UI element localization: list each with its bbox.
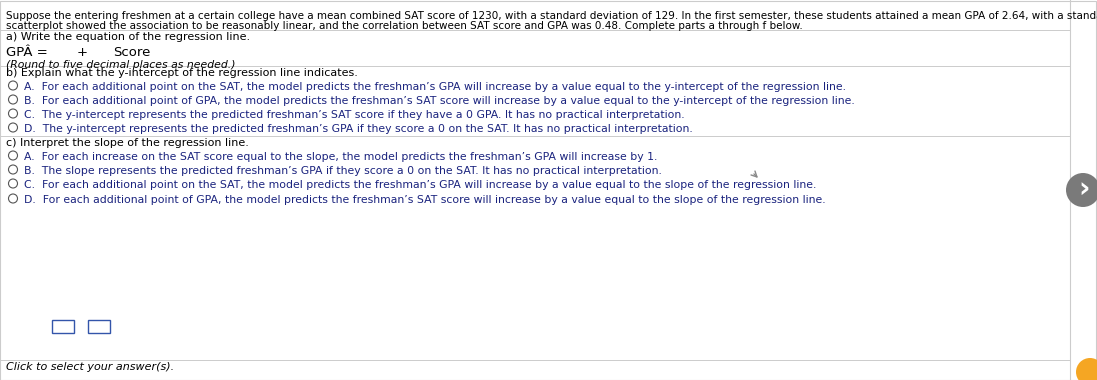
Bar: [52, 320, 73, 333]
Circle shape: [9, 123, 18, 132]
Text: a) Write the equation of the regression line.: a) Write the equation of the regression …: [5, 32, 250, 42]
Text: scatterplot showed the association to be reasonably linear, and the correlation : scatterplot showed the association to be…: [5, 21, 803, 31]
Text: D.  The y-intercept represents the predicted freshman’s GPA if they score a 0 on: D. The y-intercept represents the predic…: [24, 124, 692, 134]
Circle shape: [1076, 358, 1097, 380]
Circle shape: [9, 194, 18, 203]
Circle shape: [9, 179, 18, 188]
Text: C.  The y-intercept represents the predicted freshman’s SAT score if they have a: C. The y-intercept represents the predic…: [24, 110, 685, 120]
Text: B.  For each additional point of GPA, the model predicts the freshman’s SAT scor: B. For each additional point of GPA, the…: [24, 96, 855, 106]
Text: +: +: [77, 46, 88, 59]
Text: A.  For each additional point on the SAT, the model predicts the freshman’s GPA : A. For each additional point on the SAT,…: [24, 82, 846, 92]
Circle shape: [9, 81, 18, 90]
Text: b) Explain what the y-intercept of the regression line indicates.: b) Explain what the y-intercept of the r…: [5, 68, 358, 78]
Text: C.  For each additional point on the SAT, the model predicts the freshman’s GPA : C. For each additional point on the SAT,…: [24, 180, 816, 190]
Circle shape: [1066, 173, 1097, 207]
Text: D.  For each additional point of GPA, the model predicts the freshman’s SAT scor: D. For each additional point of GPA, the…: [24, 195, 826, 205]
Circle shape: [9, 151, 18, 160]
Text: A.  For each increase on the SAT score equal to the slope, the model predicts th: A. For each increase on the SAT score eq…: [24, 152, 657, 162]
Text: c) Interpret the slope of the regression line.: c) Interpret the slope of the regression…: [5, 138, 249, 148]
Text: B.  The slope represents the predicted freshman’s GPA if they score a 0 on the S: B. The slope represents the predicted fr…: [24, 166, 661, 176]
Text: ›: ›: [1078, 175, 1089, 203]
Text: (Round to five decimal places as needed.): (Round to five decimal places as needed.…: [5, 60, 236, 70]
Circle shape: [9, 165, 18, 174]
Circle shape: [9, 109, 18, 118]
Text: Score: Score: [113, 46, 150, 59]
Text: Click to select your answer(s).: Click to select your answer(s).: [5, 362, 174, 372]
Circle shape: [9, 95, 18, 104]
Text: Suppose the entering freshmen at a certain college have a mean combined SAT scor: Suppose the entering freshmen at a certa…: [5, 11, 1097, 21]
Bar: [88, 320, 110, 333]
Text: GPÂ =: GPÂ =: [5, 46, 48, 59]
